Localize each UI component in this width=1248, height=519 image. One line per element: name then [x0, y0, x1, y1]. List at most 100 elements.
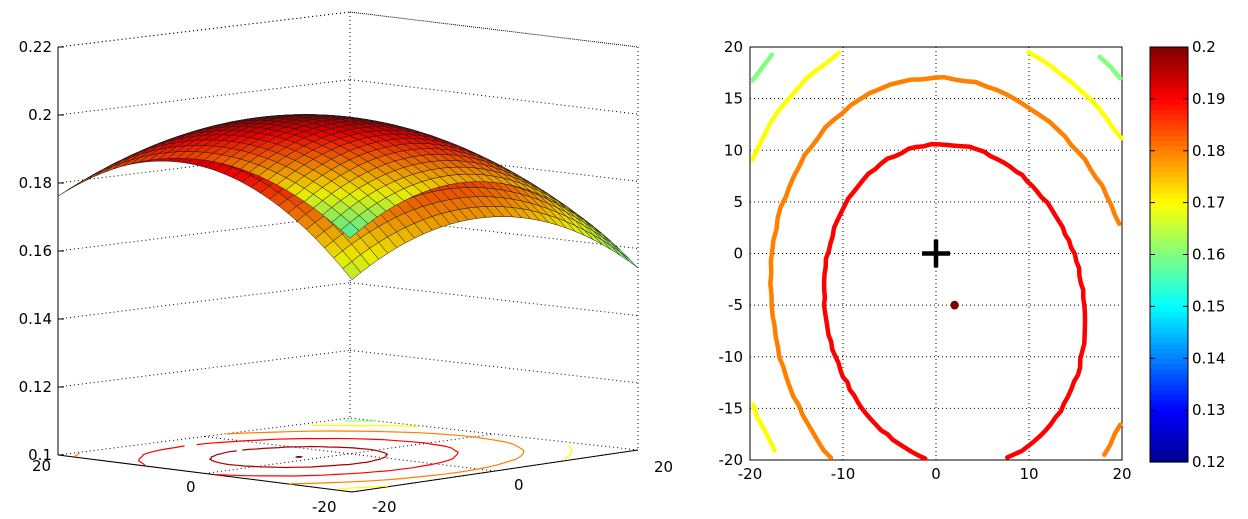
colorbar-swatch — [1150, 363, 1188, 369]
floor-gridline — [350, 418, 638, 450]
colorbar-swatch — [1150, 296, 1188, 302]
contour-line — [1007, 305, 1085, 457]
colorbar-swatch — [1150, 358, 1188, 364]
colorbar-swatch — [1150, 47, 1188, 53]
colorbar-swatch — [1150, 421, 1188, 427]
colorbar-swatch — [1150, 338, 1188, 344]
colorbar-swatch — [1150, 322, 1188, 328]
colorbar-swatch — [1150, 379, 1188, 385]
colorbar-swatch — [1150, 140, 1188, 146]
y-tick-label: 20 — [724, 38, 743, 56]
colorbar-swatch — [1150, 172, 1188, 178]
colorbar-swatch — [1150, 343, 1188, 349]
floor-gridline — [205, 434, 494, 474]
surface-cell — [611, 246, 629, 262]
colorbar-swatch — [1150, 244, 1188, 250]
y-tick-label: 0 — [514, 476, 524, 494]
colorbar-swatch — [1150, 68, 1188, 74]
base-contour-line — [296, 457, 301, 458]
contour-line — [753, 405, 774, 451]
colorbar-swatch — [1150, 353, 1188, 359]
colorbar-swatch — [1150, 312, 1188, 318]
surface-mesh — [58, 115, 638, 280]
z-gridline — [350, 283, 638, 316]
colorbar-swatch — [1150, 83, 1188, 89]
colorbar-swatch — [1150, 218, 1188, 224]
colorbar-tick-label: 0.12 — [1192, 453, 1225, 471]
y-tick-label: 10 — [724, 141, 743, 159]
colorbar-swatch — [1150, 374, 1188, 380]
z-gridline — [350, 12, 638, 47]
x-tick-label: -20 — [312, 498, 337, 515]
colorbar-swatch — [1150, 94, 1188, 100]
z-tick-label: 0.22 — [19, 38, 52, 56]
colorbar-tick-label: 0.19 — [1192, 90, 1225, 108]
colorbar-tick-label: 0.18 — [1192, 142, 1225, 160]
colorbar-swatch — [1150, 400, 1188, 406]
colorbar-tick-label: 0.14 — [1192, 349, 1225, 367]
colorbar-swatch — [1150, 135, 1188, 141]
colorbar-swatch — [1150, 187, 1188, 193]
colorbar-swatch — [1150, 384, 1188, 390]
y-tick-label: -5 — [728, 296, 743, 314]
y-axis — [352, 450, 638, 492]
surface-cell — [95, 166, 113, 176]
y-tick-label: -10 — [719, 348, 744, 366]
colorbar-swatch — [1150, 130, 1188, 136]
x-tick-label: 10 — [1019, 465, 1038, 483]
colorbar-swatch — [1150, 192, 1188, 198]
colorbar-swatch — [1150, 332, 1188, 338]
colorbar-swatch — [1150, 405, 1188, 411]
colorbar-swatch — [1150, 291, 1188, 297]
z-gridline — [58, 12, 350, 47]
colorbar-swatch — [1150, 203, 1188, 209]
plus-marker — [922, 240, 950, 268]
colorbar-swatch — [1150, 317, 1188, 323]
colorbar-swatch — [1150, 348, 1188, 354]
x-tick-label: 0 — [931, 465, 941, 483]
colorbar-swatch — [1150, 73, 1188, 79]
contour-line — [752, 55, 772, 81]
colorbar-swatch — [1150, 120, 1188, 126]
colorbar-swatch — [1150, 260, 1188, 266]
colorbar-tick-label: 0.2 — [1192, 38, 1216, 56]
colorbar-swatch — [1150, 275, 1188, 281]
colorbar-swatch — [1150, 57, 1188, 63]
colorbar-swatch — [1150, 151, 1188, 157]
z-gridline — [58, 350, 350, 387]
colorbar-swatch — [1150, 114, 1188, 120]
z-tick-label: 0.18 — [19, 174, 52, 192]
colorbar-swatch — [1150, 301, 1188, 307]
colorbar-swatch — [1150, 89, 1188, 95]
colorbar-swatch — [1150, 452, 1188, 458]
colorbar-swatch — [1150, 446, 1188, 452]
z-tick-label: 0.16 — [19, 242, 52, 260]
colorbar-swatch — [1150, 177, 1188, 183]
x-axis — [58, 455, 352, 492]
z-gridline — [350, 80, 638, 115]
colorbar-swatch — [1150, 109, 1188, 115]
colorbar-swatch — [1150, 426, 1188, 432]
colorbar-tick-label: 0.13 — [1192, 401, 1225, 419]
y-tick-label: 5 — [733, 193, 743, 211]
colorbar-tick-label: 0.16 — [1192, 246, 1225, 264]
z-gridline — [350, 350, 638, 383]
colorbar-swatch — [1150, 270, 1188, 276]
x-tick-label: -10 — [831, 465, 856, 483]
colorbar-tick-label: 0.15 — [1192, 297, 1225, 315]
colorbar-swatch — [1150, 415, 1188, 421]
y-tick-label: 0 — [733, 245, 743, 263]
colorbar-swatch — [1150, 410, 1188, 416]
colorbar-swatch — [1150, 166, 1188, 172]
colorbar-swatch — [1150, 223, 1188, 229]
x-tick-label: 20 — [1112, 465, 1131, 483]
colorbar-swatch — [1150, 249, 1188, 255]
y-tick-label: 20 — [654, 458, 673, 476]
contour-line — [753, 53, 839, 160]
colorbar-swatch — [1150, 327, 1188, 333]
x-tick-label: 20 — [32, 457, 51, 475]
colorbar-tick-label: 0.17 — [1192, 194, 1225, 212]
